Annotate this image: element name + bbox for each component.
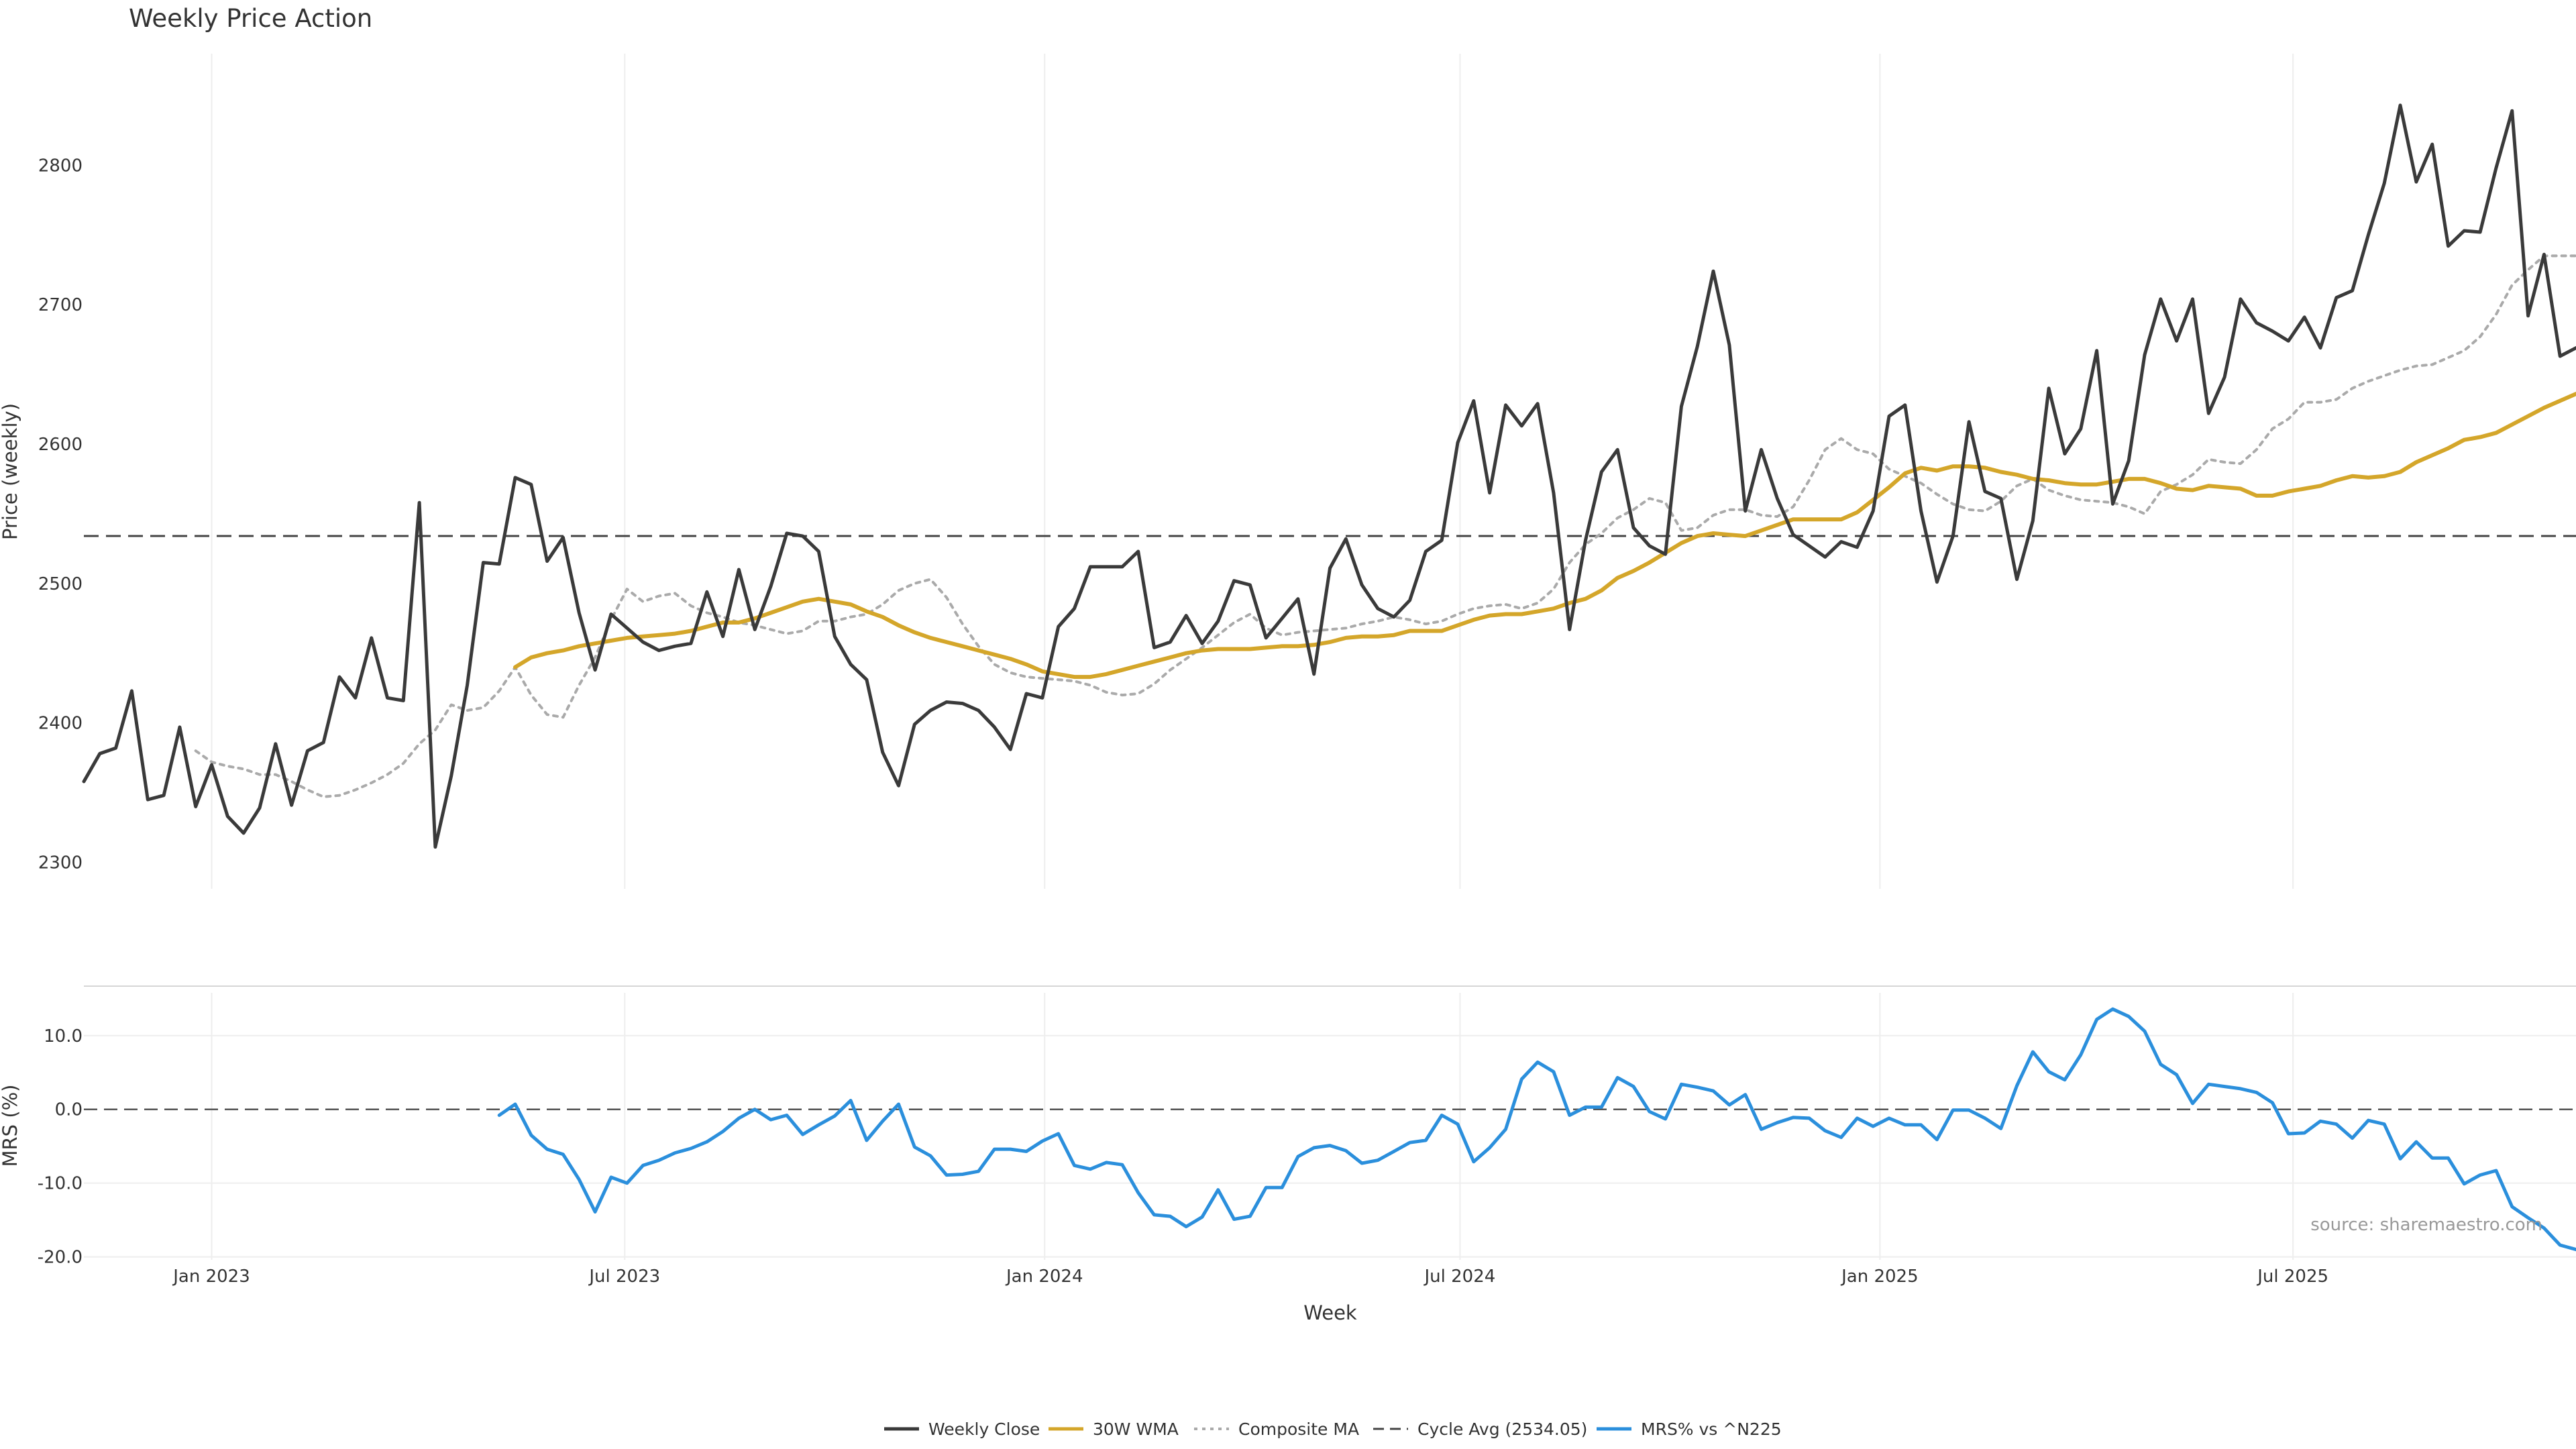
x-tick-label: Jan 2023 — [172, 1267, 250, 1287]
price-y-tick-label: 2300 — [38, 853, 83, 873]
legend-label: 30W WMA — [1093, 1419, 1179, 1439]
x-axis-ticks: Jan 2023 Jul 2023 Jan 2024 Jul 2024 Jan 2025… — [172, 1267, 2328, 1287]
price-y-axis-title: Price (weekly) — [0, 403, 21, 540]
mrs-series — [497, 1007, 2576, 1252]
x-tick-label: Jul 2024 — [1424, 1267, 1496, 1287]
legend: Weekly Close 30W WMA Composite MA Cycle Avg… — [884, 1419, 1782, 1439]
mrs-y-axis-title: MRS (%) — [0, 1085, 21, 1167]
legend-label: Composite MA — [1238, 1419, 1359, 1439]
price-y-tick-label: 2600 — [38, 435, 83, 455]
price-panel: 2300 2400 2500 2600 2700 2800 Price (weekly) — [0, 54, 2576, 889]
composite-ma-line — [194, 254, 2576, 798]
x-tick-label: Jan 2024 — [1005, 1267, 1083, 1287]
weekly-close-line — [82, 103, 2576, 849]
wma-30w-line — [513, 391, 2576, 680]
legend-label: MRS% vs ^N225 — [1641, 1419, 1782, 1439]
price-y-tick-label: 2800 — [38, 156, 83, 176]
price-series — [82, 103, 2576, 849]
mrs-y-tick-label: -20.0 — [38, 1248, 83, 1268]
mrs-y-tick-label: 10.0 — [44, 1026, 83, 1046]
mrs-y-tick-label: -10.0 — [38, 1174, 83, 1194]
price-y-tick-label: 2700 — [38, 295, 83, 315]
mrs-line — [497, 1007, 2576, 1252]
mrs-panel: 10.0 0.0 -10.0 -20.0 MRS (%) — [0, 993, 2576, 1268]
legend-label: Weekly Close — [928, 1419, 1040, 1439]
legend-label: Cycle Avg (2534.05) — [1417, 1419, 1587, 1439]
price-y-ticks: 2300 2400 2500 2600 2700 2800 — [38, 156, 83, 873]
mrs-gridlines — [84, 993, 2576, 1260]
price-y-tick-label: 2500 — [38, 574, 83, 594]
price-y-tick-label: 2400 — [38, 714, 83, 734]
x-tick-label: Jul 2025 — [2256, 1267, 2328, 1287]
x-tick-label: Jul 2023 — [588, 1267, 660, 1287]
chart-title: Weekly Price Action — [129, 4, 372, 33]
x-tick-label: Jan 2025 — [1840, 1267, 1919, 1287]
source-note: source: sharemaestro.com — [2310, 1215, 2542, 1235]
mrs-y-ticks: 10.0 0.0 -10.0 -20.0 — [38, 1026, 83, 1268]
x-axis-title: Week — [1303, 1301, 1357, 1324]
mrs-y-tick-label: 0.0 — [55, 1100, 83, 1120]
